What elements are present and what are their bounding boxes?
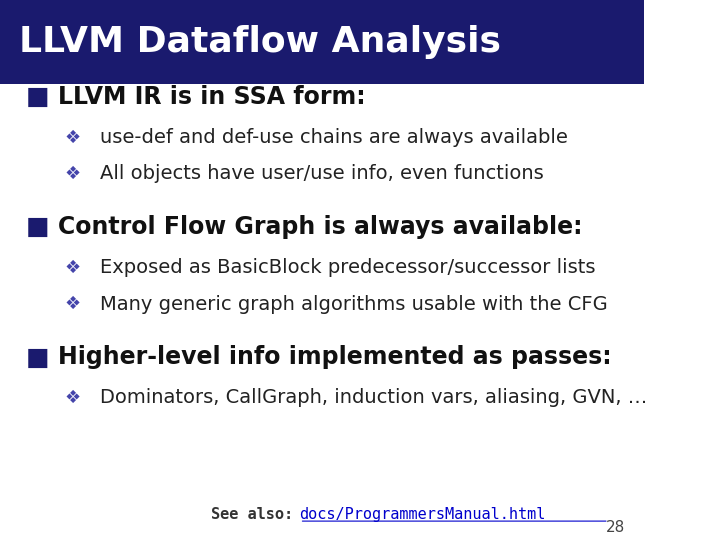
Text: ■: ■: [26, 85, 50, 109]
Text: All objects have user/use info, even functions: All objects have user/use info, even fun…: [100, 164, 544, 184]
Text: ❖: ❖: [64, 295, 81, 313]
Text: ❖: ❖: [64, 389, 81, 407]
Text: LLVM Dataflow Analysis: LLVM Dataflow Analysis: [19, 25, 501, 59]
Text: Exposed as BasicBlock predecessor/successor lists: Exposed as BasicBlock predecessor/succes…: [100, 258, 595, 278]
Text: Higher-level info implemented as passes:: Higher-level info implemented as passes:: [58, 346, 611, 369]
Text: docs/ProgrammersManual.html: docs/ProgrammersManual.html: [300, 507, 546, 522]
Text: Control Flow Graph is always available:: Control Flow Graph is always available:: [58, 215, 582, 239]
Text: ❖: ❖: [64, 165, 81, 183]
FancyBboxPatch shape: [0, 0, 644, 84]
Text: ❖: ❖: [64, 259, 81, 277]
Text: 28: 28: [606, 519, 625, 535]
Text: ■: ■: [26, 215, 50, 239]
Text: use-def and def-use chains are always available: use-def and def-use chains are always av…: [100, 128, 568, 147]
Text: LLVM IR is in SSA form:: LLVM IR is in SSA form:: [58, 85, 366, 109]
Text: ■: ■: [26, 346, 50, 369]
Text: ❖: ❖: [64, 129, 81, 147]
Text: See also:: See also:: [211, 507, 293, 522]
Text: Many generic graph algorithms usable with the CFG: Many generic graph algorithms usable wit…: [100, 294, 608, 314]
Text: Dominators, CallGraph, induction vars, aliasing, GVN, …: Dominators, CallGraph, induction vars, a…: [100, 388, 647, 408]
